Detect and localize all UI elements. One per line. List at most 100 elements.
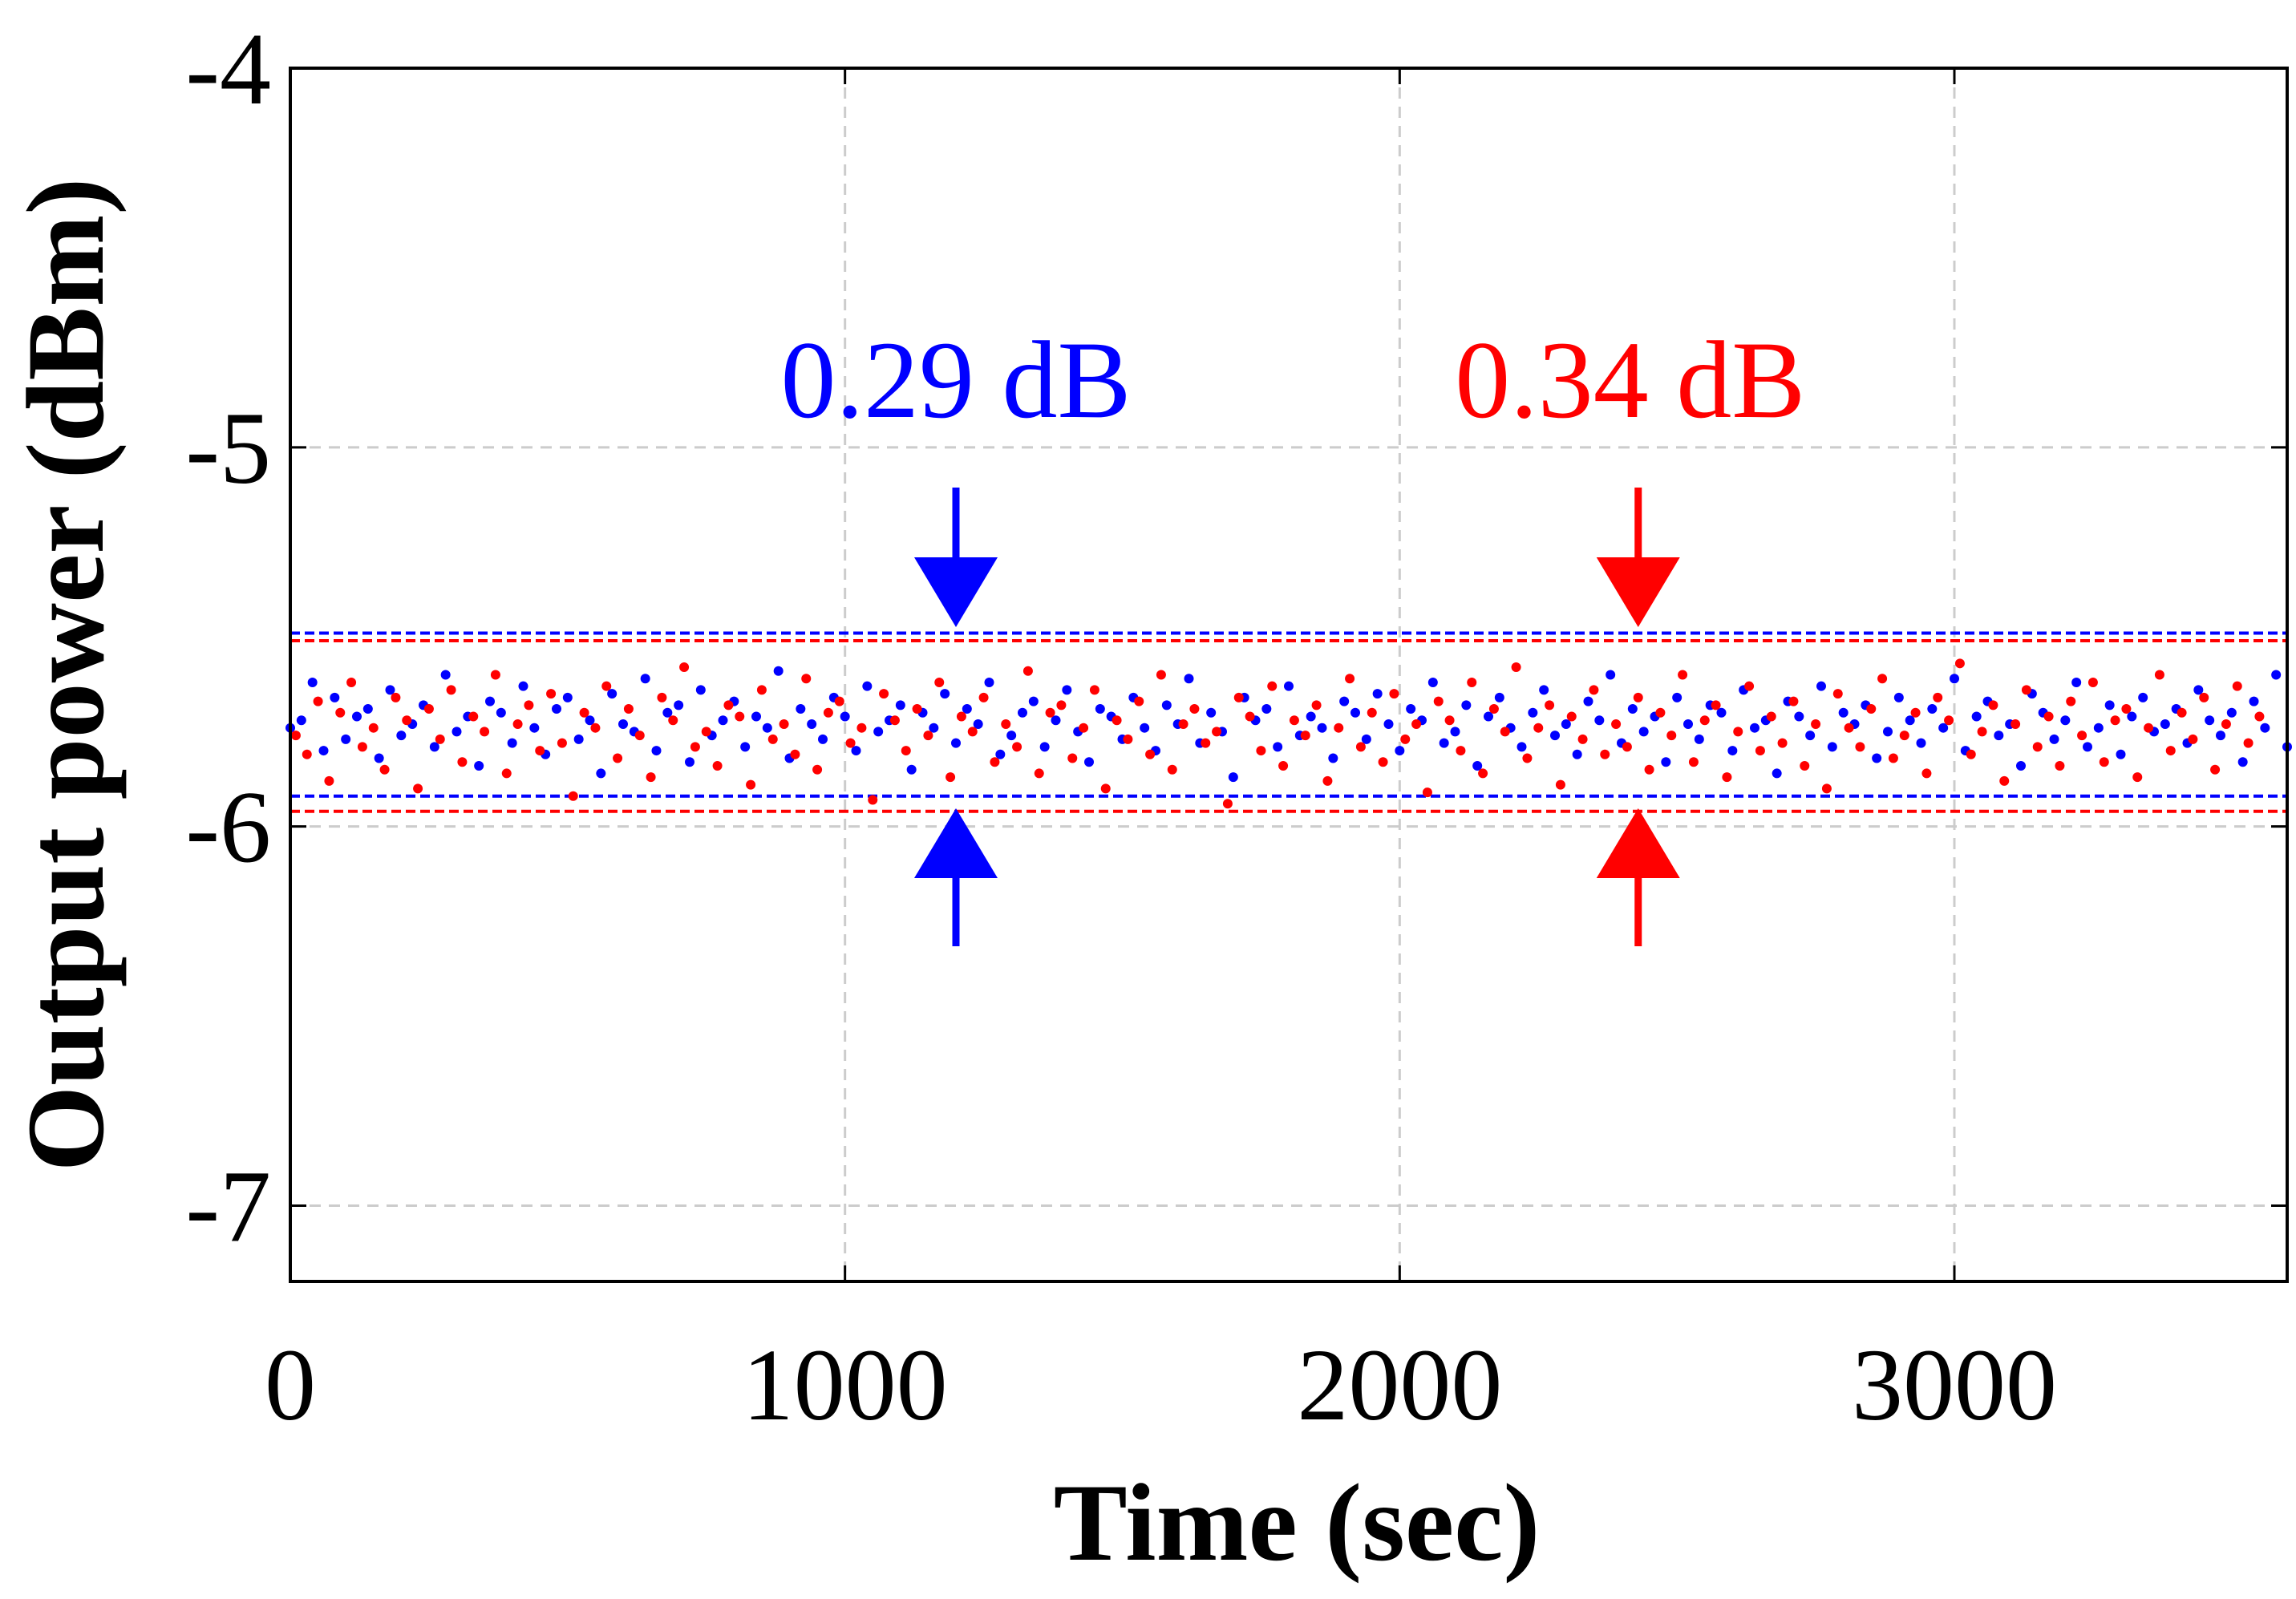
- point-red: [2243, 738, 2253, 748]
- point-red: [613, 753, 623, 763]
- point-blue: [1372, 689, 1383, 699]
- point-blue: [762, 723, 772, 733]
- point-red: [2154, 670, 2164, 680]
- point-blue: [1627, 704, 1638, 714]
- point-blue: [429, 742, 439, 752]
- point-red: [1222, 799, 1233, 809]
- point-blue: [2060, 715, 2071, 726]
- point-red: [1954, 658, 1965, 669]
- point-blue: [1184, 674, 1194, 684]
- point-red: [1100, 783, 1111, 794]
- point-red: [1722, 772, 1732, 783]
- point-blue: [452, 727, 462, 737]
- point-blue: [1827, 742, 1837, 752]
- x-tick-label: 1000: [743, 1328, 948, 1442]
- point-blue: [1994, 731, 2004, 741]
- point-red: [845, 738, 856, 748]
- point-red: [1022, 666, 1033, 676]
- point-red: [2099, 757, 2109, 767]
- point-red: [324, 775, 334, 786]
- y-tick-label: -7: [185, 1149, 271, 1263]
- point-red: [1256, 746, 1266, 756]
- point-red: [978, 692, 989, 702]
- point-blue: [2249, 696, 2259, 706]
- point-red: [1500, 727, 1510, 737]
- point-red: [1089, 685, 1099, 695]
- point-red: [457, 757, 468, 767]
- point-red: [1777, 738, 1788, 748]
- point-red: [735, 711, 745, 722]
- point-blue: [1927, 704, 1938, 714]
- point-red: [302, 749, 312, 759]
- point-red: [1067, 753, 1078, 763]
- point-blue: [1638, 727, 1649, 737]
- point-blue: [1950, 674, 1959, 684]
- point-red: [2254, 711, 2265, 722]
- point-blue: [840, 711, 850, 722]
- point-red: [1167, 764, 1177, 775]
- reference-lines: [290, 631, 2287, 813]
- point-red: [779, 719, 789, 729]
- point-red: [1345, 674, 1355, 684]
- point-red: [1389, 689, 1399, 699]
- point-red: [1245, 711, 1255, 722]
- point-red: [623, 704, 634, 714]
- point-red: [1811, 719, 1821, 729]
- point-red: [2221, 719, 2231, 729]
- point-red: [1966, 749, 1976, 759]
- point-red: [290, 731, 301, 741]
- point-red: [1079, 723, 1089, 733]
- point-red: [557, 738, 567, 748]
- point-blue: [1228, 772, 1238, 783]
- point-red: [1644, 764, 1654, 775]
- point-red: [956, 711, 966, 722]
- y-tick-label: -4: [185, 12, 271, 126]
- point-blue: [1572, 749, 1582, 759]
- point-red: [579, 707, 589, 718]
- point-red: [1001, 719, 1011, 729]
- point-red: [1688, 757, 1699, 767]
- point-red: [1289, 715, 1299, 726]
- point-red: [1156, 670, 1166, 680]
- point-blue: [596, 768, 606, 779]
- point-red: [690, 742, 700, 752]
- point-red: [2011, 719, 2021, 729]
- point-blue: [674, 700, 684, 710]
- point-blue: [529, 723, 540, 733]
- point-blue: [2116, 749, 2126, 759]
- point-blue: [807, 719, 817, 729]
- point-red: [767, 734, 778, 744]
- x-tick-label: 0: [265, 1328, 316, 1442]
- point-red: [746, 779, 756, 790]
- point-blue: [1006, 731, 1017, 741]
- point-blue: [1606, 670, 1616, 680]
- arrow-up-head-blue: [914, 808, 998, 878]
- point-red: [590, 723, 601, 733]
- point-blue: [796, 704, 806, 714]
- point-blue: [1350, 707, 1360, 718]
- point-blue: [1872, 753, 1882, 763]
- point-blue: [751, 711, 761, 722]
- point-red: [480, 727, 490, 737]
- point-red: [1566, 711, 1577, 722]
- point-blue: [1472, 760, 1483, 771]
- point-red: [1367, 707, 1377, 718]
- point-blue: [2083, 742, 2092, 752]
- point-blue: [607, 689, 618, 699]
- point-blue: [1484, 711, 1493, 722]
- point-red: [1533, 723, 1544, 733]
- point-red: [1034, 768, 1044, 779]
- point-red: [1766, 711, 1776, 722]
- point-red: [1112, 715, 1122, 726]
- point-red: [1012, 742, 1022, 752]
- point-blue: [1694, 734, 1704, 744]
- point-red: [435, 734, 445, 744]
- point-red: [1589, 685, 1599, 695]
- point-red: [357, 742, 367, 752]
- point-blue: [396, 731, 407, 741]
- point-red: [1478, 768, 1488, 779]
- point-blue: [2049, 734, 2059, 744]
- point-blue: [895, 700, 905, 710]
- point-red: [2165, 746, 2176, 756]
